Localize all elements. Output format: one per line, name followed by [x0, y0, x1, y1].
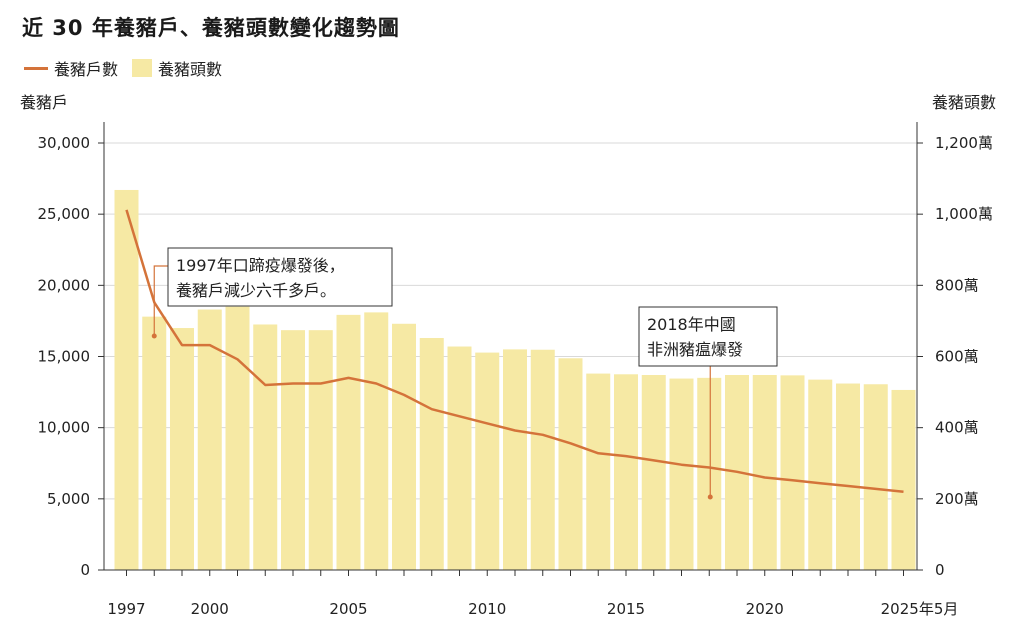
x-tick-label: 2005	[329, 600, 367, 618]
annotation-leader	[153, 265, 168, 336]
annotation-text: 養豬戶減少六千多戶。	[176, 281, 336, 300]
x-tick-label: 2025年5月	[881, 600, 959, 618]
left-tick-label: 0	[80, 561, 90, 579]
bar	[419, 337, 444, 570]
legend-bar-label: 養豬頭數	[158, 60, 223, 79]
annotation-box	[167, 247, 393, 307]
axes: 0 5,000 10,000 15,000 20,000 25,000 30,000 0 200…	[38, 122, 993, 618]
right-tick-label: 0	[935, 561, 945, 579]
legend-line-swatch	[24, 66, 48, 70]
bar	[447, 346, 472, 570]
bar	[836, 383, 860, 570]
x-tick-label: 2010	[468, 600, 506, 618]
right-axis-title: 養豬頭數	[932, 93, 996, 112]
annotation-text: 2018年中國	[647, 315, 736, 334]
bar	[863, 384, 888, 570]
legend-line-label: 養豬戶數	[54, 60, 119, 79]
bar	[614, 374, 638, 570]
bar	[308, 330, 333, 570]
x-tick-label: 2020	[746, 600, 784, 618]
households-line	[125, 209, 904, 493]
bar-series	[114, 189, 916, 570]
bar	[225, 306, 250, 570]
bar	[697, 377, 722, 570]
right-tick-label: 800萬	[935, 276, 979, 294]
bar	[364, 312, 389, 570]
bar	[669, 378, 694, 570]
x-tick-label: 1997	[107, 600, 145, 618]
bar	[586, 373, 611, 570]
annotation-dot	[707, 494, 713, 500]
right-tick-label: 1,200萬	[935, 134, 993, 152]
bar	[530, 349, 555, 570]
left-tick-label: 20,000	[38, 276, 91, 294]
bar	[641, 375, 666, 570]
left-tick-label: 10,000	[38, 419, 91, 437]
bar	[281, 330, 305, 570]
annotation-text: 1997年口蹄疫爆發後，	[176, 256, 345, 275]
bar	[503, 349, 527, 570]
bar	[891, 389, 916, 570]
bar	[752, 375, 777, 570]
left-tick-label: 15,000	[38, 348, 91, 366]
legend-bar-swatch	[132, 59, 153, 77]
bar	[197, 309, 222, 570]
left-tick-label: 5,000	[47, 490, 90, 508]
chart-title: 近 30 年養豬戶、養豬頭數變化趨勢圖	[22, 16, 400, 40]
right-tick-label: 400萬	[935, 419, 979, 437]
annotation-box	[638, 306, 778, 367]
annotation-text: 非洲豬瘟爆發	[647, 340, 743, 359]
bar	[170, 328, 194, 570]
x-tick-label: 2000	[191, 600, 229, 618]
bar	[253, 324, 278, 570]
right-tick-label: 1,000萬	[935, 205, 993, 223]
bar	[392, 323, 416, 570]
x-tick-label: 2015	[607, 600, 645, 618]
left-axis-title: 養豬戶	[20, 93, 68, 112]
bar	[558, 358, 583, 570]
bar	[780, 375, 805, 570]
line-series	[125, 209, 904, 493]
left-tick-label: 30,000	[38, 134, 91, 152]
right-tick-label: 600萬	[935, 348, 979, 366]
bar	[475, 352, 500, 570]
right-tick-label: 200萬	[935, 490, 979, 508]
bar	[808, 379, 833, 570]
bar	[336, 314, 361, 570]
left-tick-label: 25,000	[38, 205, 91, 223]
legend: 養豬戶數 養豬頭數	[24, 56, 222, 80]
annotation-dot	[151, 333, 157, 339]
bar	[114, 189, 139, 570]
bar	[142, 316, 167, 570]
